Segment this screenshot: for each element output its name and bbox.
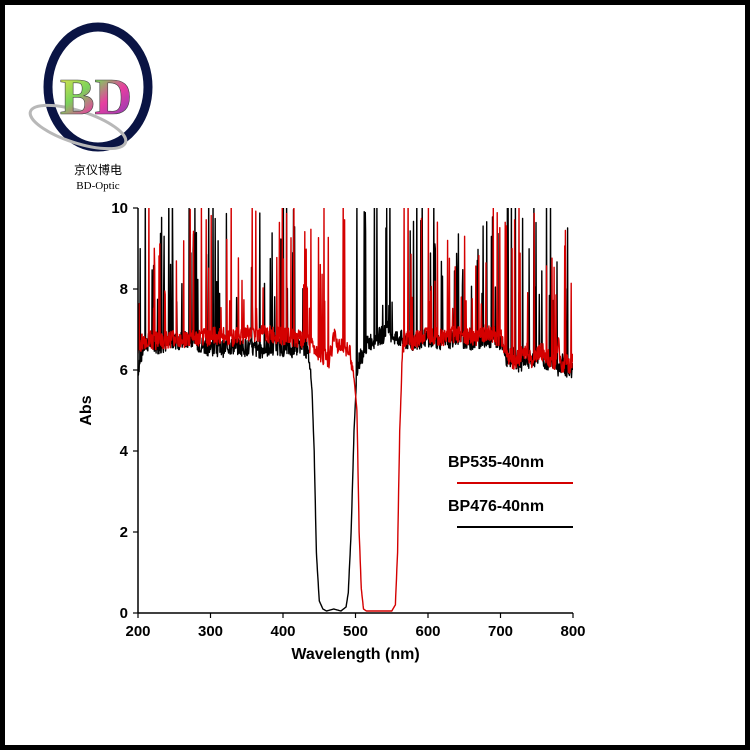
- x-tick-label: 500: [343, 623, 368, 640]
- absorbance-chart: 200 300 400 500 600 700 800 0 2 4 6 8 10 Wavelength (…: [78, 200, 586, 663]
- bd-optic-logo: BD 京仪博电 BD-Optic: [28, 22, 153, 192]
- y-tick-label: 4: [120, 443, 129, 460]
- brand-name-en: BD-Optic: [76, 180, 120, 192]
- x-axis-title: Wavelength (nm): [291, 646, 419, 663]
- x-tick-label: 600: [415, 623, 440, 640]
- y-tick-label: 2: [120, 524, 128, 541]
- x-tick-label: 400: [270, 623, 295, 640]
- y-tick-label: 6: [120, 362, 128, 379]
- x-tick-label: 200: [125, 623, 150, 640]
- chart-legend: BP535-40nm BP476-40nm: [448, 454, 573, 528]
- legend-label-bp535-40nm: BP535-40nm: [448, 454, 544, 471]
- y-tick-label: 8: [120, 281, 128, 298]
- legend-label-bp476-40nm: BP476-40nm: [448, 498, 544, 515]
- axes-layer: 200 300 400 500 600 700 800 0 2 4 6 8 10 Wavelength (…: [78, 200, 586, 663]
- x-tick-label: 300: [198, 623, 223, 640]
- series-layer: [138, 208, 573, 612]
- logo-letters: BD: [60, 69, 132, 126]
- y-tick-label: 0: [120, 605, 128, 622]
- logo-orbit-icon: [28, 103, 128, 151]
- y-axis-title: Abs: [78, 395, 95, 425]
- brand-name-cn: 京仪博电: [74, 162, 122, 177]
- x-tick-label: 700: [488, 623, 513, 640]
- series-line-bp535-40nm: [138, 208, 573, 612]
- x-tick-label: 800: [560, 623, 585, 640]
- y-tick-label: 10: [111, 200, 128, 217]
